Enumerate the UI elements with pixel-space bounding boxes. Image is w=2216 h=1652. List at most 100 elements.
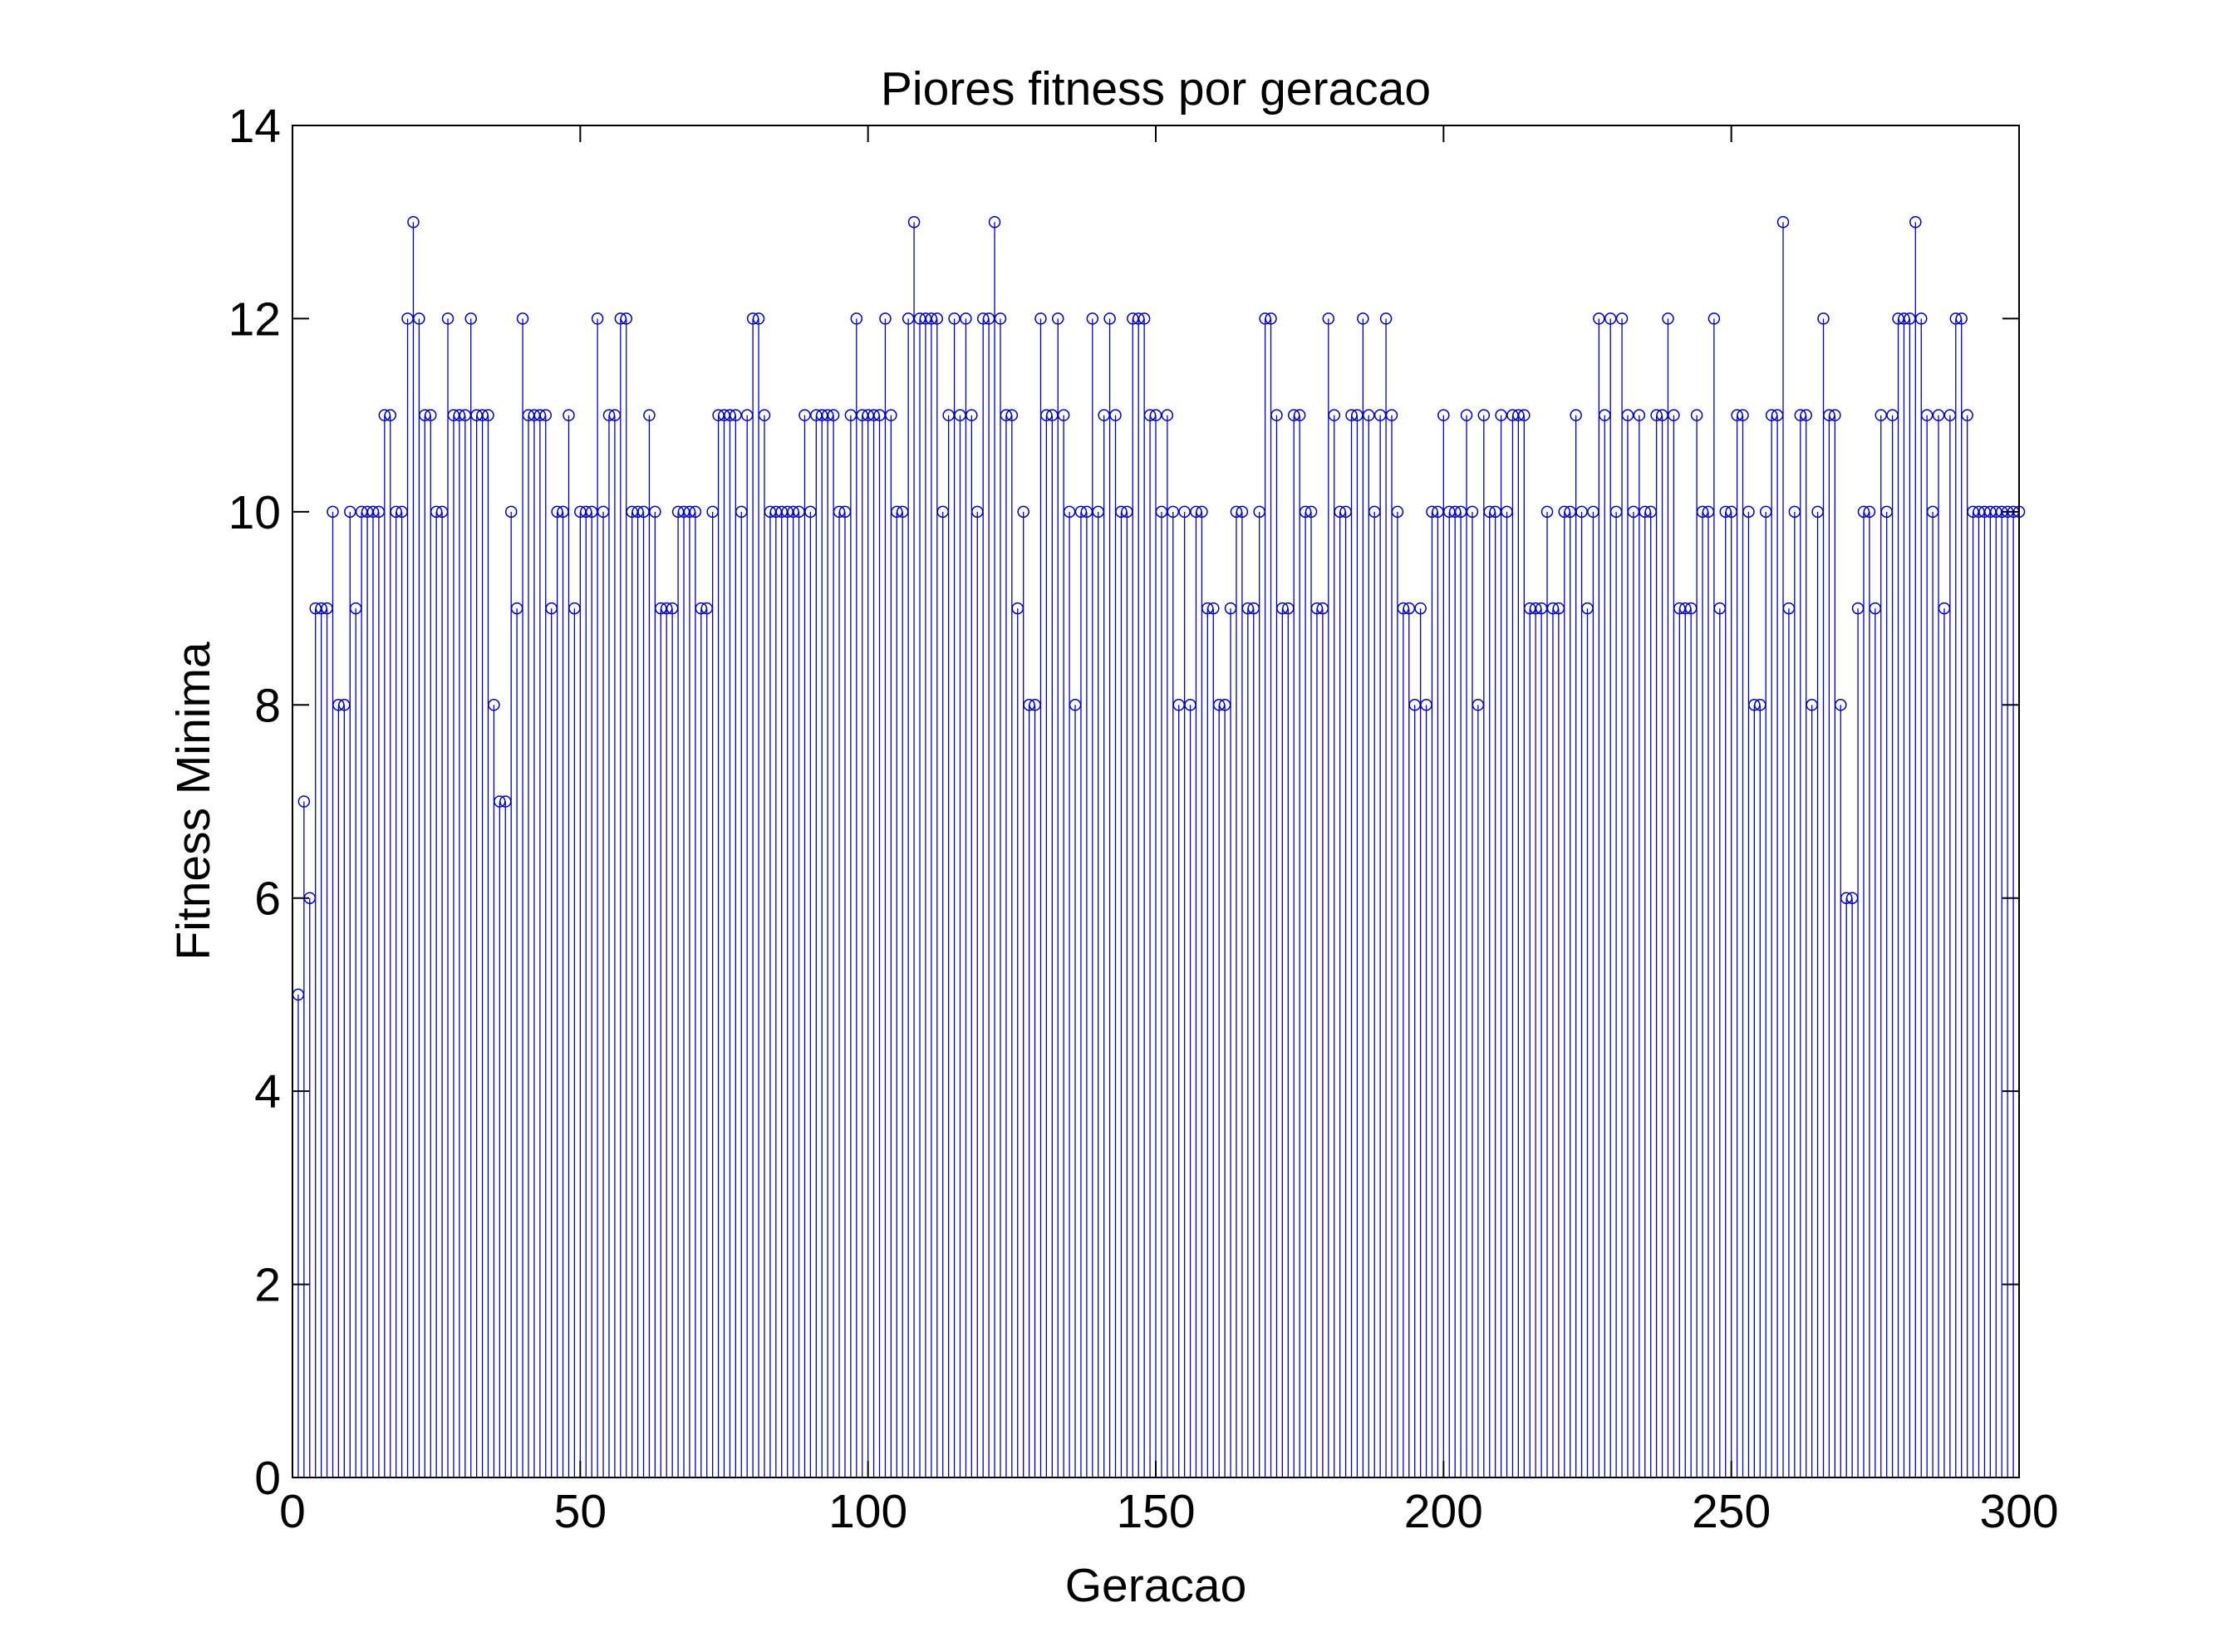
stem-259 — [1776, 215, 1790, 1477]
stem-145 — [1121, 505, 1133, 1477]
stem-203 — [1454, 505, 1467, 1477]
y-tick-label: 14 — [228, 100, 281, 153]
stem-16 — [378, 409, 391, 1477]
stem-292 — [1967, 505, 1979, 1477]
stem-marker — [1466, 505, 1479, 519]
stem-124 — [1000, 409, 1013, 1477]
stem-marker — [1915, 312, 1928, 325]
y-tick: 14 — [228, 100, 2019, 153]
stem-192 — [1391, 505, 1404, 1477]
stem-219 — [1546, 602, 1560, 1477]
stem-164 — [1230, 505, 1243, 1477]
stem-170 — [1265, 312, 1277, 1477]
stem-273 — [1857, 505, 1870, 1477]
stem-156 — [1184, 699, 1196, 1477]
stem-167 — [1247, 602, 1260, 1477]
stem-108 — [907, 215, 921, 1477]
y-tick-label: 8 — [254, 679, 281, 732]
stem-marker — [504, 505, 518, 519]
stem-1 — [292, 988, 305, 1477]
stem-86 — [781, 505, 794, 1477]
stem-marker — [885, 409, 897, 421]
stem-66 — [666, 602, 679, 1477]
stem-marker — [1817, 312, 1830, 325]
stem-174 — [1287, 409, 1300, 1477]
stem-61 — [637, 505, 650, 1477]
stem-marker — [752, 312, 765, 325]
stem-marker — [482, 409, 494, 421]
stem-246 — [1702, 505, 1715, 1477]
stem-35 — [488, 699, 500, 1477]
stem-marker — [413, 312, 425, 325]
y-tick-label: 6 — [254, 873, 281, 926]
stem-157 — [1190, 505, 1202, 1477]
stem-marker — [960, 312, 972, 325]
stem-marker — [1776, 215, 1790, 229]
stem-252 — [1737, 409, 1749, 1477]
stem-229 — [1604, 312, 1617, 1477]
stem-163 — [1224, 602, 1237, 1477]
stem-88 — [793, 505, 805, 1477]
stem-257 — [1765, 409, 1778, 1477]
stem-132 — [1046, 409, 1059, 1477]
stem-250 — [1725, 505, 1737, 1477]
stem-162 — [1218, 699, 1231, 1477]
x-axis-label: Geracao — [1065, 1559, 1247, 1612]
stem-49 — [568, 602, 581, 1477]
stem-251 — [1731, 409, 1743, 1477]
stem-69 — [683, 505, 696, 1477]
stem-267 — [1823, 409, 1835, 1477]
y-tick: 6 — [254, 873, 2019, 926]
stem-26 — [435, 505, 449, 1477]
stem-136 — [1069, 699, 1082, 1477]
stem-147 — [1132, 312, 1145, 1477]
stem-231 — [1615, 312, 1629, 1477]
stem-111 — [925, 312, 938, 1477]
stem-37 — [499, 795, 512, 1477]
stem-marker — [297, 795, 311, 808]
stem-32 — [470, 409, 483, 1477]
stem-222 — [1564, 505, 1576, 1477]
stem-marker — [1955, 312, 1968, 325]
stem-marker — [1690, 409, 1703, 421]
stem-77 — [730, 409, 742, 1477]
stem-75 — [718, 409, 730, 1477]
stem-31 — [464, 312, 477, 1477]
stem-244 — [1690, 409, 1703, 1477]
stem-297 — [1995, 505, 2008, 1477]
stem-253 — [1742, 505, 1755, 1477]
stem-43 — [533, 409, 547, 1477]
stem-125 — [1005, 409, 1019, 1477]
stem-marker — [1495, 409, 1507, 421]
stem-38 — [504, 505, 518, 1477]
stem-marker — [591, 312, 604, 325]
x-tick-label: 50 — [554, 1485, 607, 1538]
stem-204 — [1460, 409, 1473, 1477]
stem-134 — [1057, 409, 1070, 1477]
stem-89 — [798, 409, 811, 1477]
stem-53 — [591, 312, 604, 1477]
stem-237 — [1650, 409, 1663, 1477]
stem-196 — [1414, 602, 1427, 1477]
stem-marker — [1034, 312, 1047, 325]
stem-96 — [838, 505, 852, 1477]
x-tick: 200 — [1404, 125, 1483, 1538]
stem-195 — [1408, 699, 1421, 1477]
stem-290 — [1955, 312, 1968, 1477]
stem-marker — [1403, 602, 1416, 615]
stem-marker — [643, 409, 656, 421]
stem-97 — [844, 409, 857, 1477]
stem-marker — [1357, 312, 1369, 325]
stem-289 — [1949, 312, 1963, 1477]
stem-marker — [827, 409, 840, 421]
stem-marker — [1052, 312, 1064, 325]
x-tick-label: 200 — [1404, 1485, 1483, 1538]
stem-marker — [1005, 409, 1019, 421]
stem-51 — [580, 505, 592, 1477]
stem-marker — [1800, 409, 1812, 421]
stem-7 — [327, 505, 339, 1477]
stem-74 — [712, 409, 725, 1477]
stem-148 — [1137, 312, 1151, 1477]
stem-298 — [2001, 505, 2014, 1477]
stem-141 — [1098, 409, 1110, 1477]
